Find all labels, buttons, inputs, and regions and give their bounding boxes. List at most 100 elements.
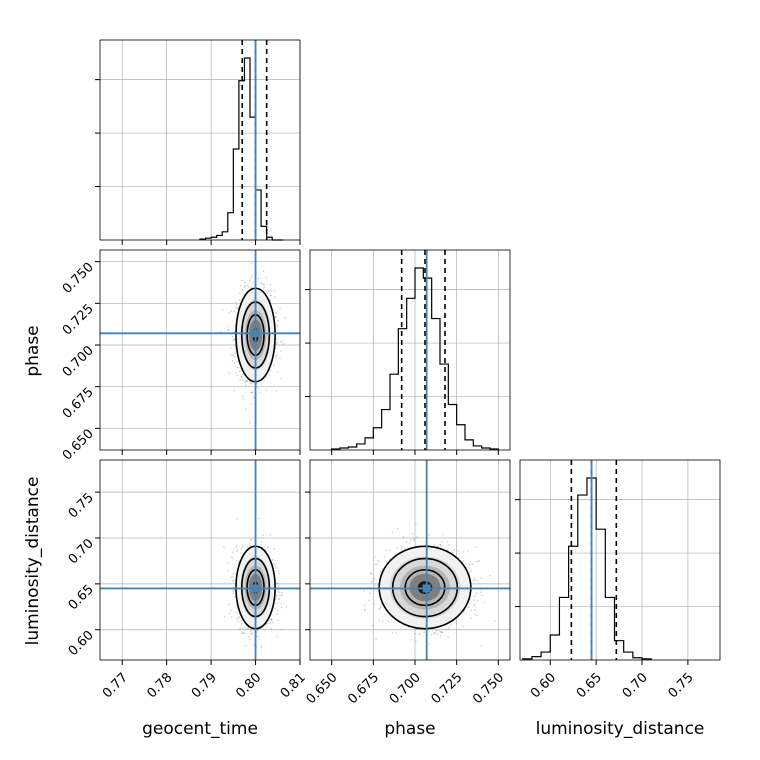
sample-point xyxy=(228,312,230,314)
y-tick-label: 0.65 xyxy=(66,582,97,613)
sample-point xyxy=(241,373,244,376)
sample-point xyxy=(263,283,265,285)
sample-point xyxy=(285,606,288,608)
sample-point xyxy=(278,591,281,594)
sample-point xyxy=(242,398,245,400)
sample-point xyxy=(480,591,482,594)
sample-point xyxy=(377,559,380,562)
sample-point xyxy=(280,350,282,352)
sample-point xyxy=(276,370,279,373)
sample-point xyxy=(462,551,465,553)
sample-point xyxy=(236,374,238,377)
sample-point xyxy=(275,312,278,314)
sample-point xyxy=(275,342,278,345)
sample-point xyxy=(235,546,237,548)
sample-point xyxy=(269,300,272,302)
sample-point xyxy=(276,325,279,328)
sample-point xyxy=(235,544,238,546)
sample-point xyxy=(474,613,476,616)
sample-point xyxy=(376,563,378,566)
sample-point xyxy=(363,589,365,592)
sample-point xyxy=(457,550,459,552)
sample-point xyxy=(418,633,421,635)
sample-point xyxy=(236,559,238,562)
x-tick-label: 0.80 xyxy=(233,670,264,701)
sample-point xyxy=(269,298,271,301)
sample-point xyxy=(473,579,476,581)
sample-point xyxy=(267,622,269,625)
sample-point xyxy=(246,380,248,383)
sample-point xyxy=(242,631,244,634)
sample-point xyxy=(263,379,265,382)
sample-point xyxy=(245,408,247,410)
grid-2-2 xyxy=(515,460,720,665)
sample-point xyxy=(242,627,244,630)
sample-point xyxy=(413,539,415,541)
sample-point xyxy=(249,542,251,545)
sample-point xyxy=(270,618,273,620)
sample-point xyxy=(274,607,277,610)
sample-point xyxy=(241,375,243,378)
sample-point xyxy=(476,614,479,617)
sample-point xyxy=(240,279,243,282)
sample-point xyxy=(396,528,399,530)
sample-point xyxy=(423,631,425,633)
sample-point xyxy=(267,289,270,292)
sample-point xyxy=(235,612,238,614)
sample-point xyxy=(245,628,247,630)
sample-point xyxy=(234,347,237,350)
sample-point xyxy=(400,545,403,548)
sample-point xyxy=(264,549,267,551)
sample-point xyxy=(440,630,442,633)
sample-point xyxy=(275,582,278,585)
sample-point xyxy=(264,629,266,632)
sample-point xyxy=(238,628,241,631)
panel-diag-0 xyxy=(99,39,301,241)
x-tick-label: 0.75 xyxy=(666,670,697,701)
sample-point xyxy=(277,609,280,612)
sample-point xyxy=(228,612,231,614)
sample-point xyxy=(278,598,281,600)
sample-point xyxy=(239,627,242,629)
sample-point xyxy=(277,585,279,587)
sample-point xyxy=(244,632,246,634)
sample-point xyxy=(242,379,244,381)
sample-point xyxy=(239,379,241,382)
sample-point xyxy=(274,598,277,600)
sample-point xyxy=(262,270,265,273)
x-tick-label: 0.79 xyxy=(189,670,220,701)
sample-point xyxy=(243,286,246,289)
sample-point xyxy=(379,604,382,607)
sample-point xyxy=(223,546,225,548)
grid-0-0 xyxy=(95,40,301,245)
sample-point xyxy=(236,366,239,369)
sample-point xyxy=(415,640,417,643)
sample-point xyxy=(405,628,407,631)
sample-point xyxy=(281,594,283,597)
sample-point xyxy=(249,638,251,641)
sample-point xyxy=(373,578,376,580)
sample-point xyxy=(415,523,417,525)
sample-point xyxy=(257,629,259,632)
sample-point xyxy=(267,546,269,548)
sample-point xyxy=(252,382,255,384)
sample-point xyxy=(249,382,251,385)
sample-point xyxy=(416,536,419,538)
sample-point xyxy=(237,307,239,310)
x-tick-label: 0.77 xyxy=(100,670,131,701)
sample-point xyxy=(232,556,234,559)
sample-point xyxy=(465,612,468,614)
sample-point xyxy=(260,543,263,546)
sample-point xyxy=(280,341,283,343)
scatter-1-2 xyxy=(363,523,496,647)
sample-point xyxy=(390,618,393,621)
sample-point xyxy=(250,538,252,541)
sample-point xyxy=(250,276,252,279)
sample-point xyxy=(260,646,263,649)
sample-point xyxy=(470,617,472,620)
sample-point xyxy=(235,302,237,304)
sample-point xyxy=(262,534,264,536)
sample-point xyxy=(237,366,239,369)
sample-point xyxy=(256,635,258,638)
sample-point xyxy=(436,633,439,635)
